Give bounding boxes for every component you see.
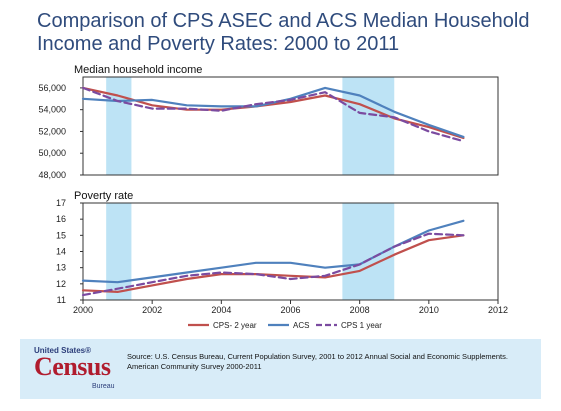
income-recession-band-2 [342, 77, 395, 175]
x-tick-label: 2008 [350, 305, 370, 315]
logo-bottom-text: Bureau [92, 383, 115, 390]
poverty-panel-title: Poverty rate [74, 190, 133, 202]
income-series-cps-1-year [81, 86, 465, 143]
legend: CPS- 2 year ACS CPS 1 year [188, 321, 382, 330]
income-y-tick-label: 50,000 [38, 148, 66, 158]
poverty-recession-band-1 [106, 203, 132, 300]
source-note: Source: U.S. Census Bureau, Current Popu… [127, 352, 508, 371]
income-series-cps-2-year [81, 86, 465, 140]
footer: United States® Census Bureau Source: U.S… [20, 339, 541, 399]
poverty-plot-frame [82, 202, 499, 301]
income-y-tick-label: 48,000 [38, 170, 66, 180]
chart-area: Median household income 56,000 54,000 52,00… [38, 64, 508, 330]
poverty-series-cps-1-year [81, 232, 465, 297]
income-y-tick-label: 56,000 [38, 83, 66, 93]
logo-top-text: United States® [34, 346, 92, 355]
title-line-1: Comparison of CPS ASEC and ACS Median Ho… [37, 10, 530, 32]
income-series-acs [81, 86, 465, 138]
x-tick-label: 2006 [280, 305, 300, 315]
x-tick-label: 2004 [211, 305, 231, 315]
logo-main-text: Census [34, 352, 111, 381]
title-line-2: Income and Poverty Rates: 2000 to 2011 [37, 33, 400, 55]
poverty-y-tick-label: 12 [56, 279, 66, 289]
poverty-panel: Poverty rate 17 16 15 14 13 12 11 [56, 190, 499, 305]
poverty-y-tick-label: 17 [56, 198, 66, 208]
income-y-tick-label: 52,000 [38, 126, 66, 136]
poverty-y-tick-label: 14 [56, 247, 66, 257]
legend-label: CPS 1 year [341, 321, 382, 330]
legend-label: ACS [293, 321, 309, 330]
poverty-series-cps-2-year [81, 234, 465, 293]
income-recession-band-1 [106, 77, 132, 175]
poverty-y-tick-label: 16 [56, 214, 66, 224]
x-tick-label: 2002 [142, 305, 162, 315]
income-plot-frame [82, 76, 499, 176]
income-y-tick-label: 54,000 [38, 105, 66, 115]
income-panel-title: Median household income [74, 64, 202, 76]
poverty-series-acs [81, 219, 465, 284]
x-tick-label: 2010 [419, 305, 439, 315]
x-tick-label: 2000 [73, 305, 93, 315]
poverty-y-tick-label: 11 [57, 295, 66, 305]
poverty-y-tick-label: 15 [56, 230, 66, 240]
income-panel: Median household income 56,000 54,000 52,00… [38, 64, 499, 180]
legend-label: CPS- 2 year [213, 321, 257, 330]
census-logo: United States® Census Bureau [34, 346, 124, 394]
x-axis: 2000 2002 2004 2006 2008 2010 2012 [73, 300, 508, 315]
x-tick-label: 2012 [488, 305, 508, 315]
chart-title: Comparison of CPS ASEC and ACS Median Ho… [37, 10, 537, 56]
poverty-y-tick-label: 13 [56, 263, 66, 273]
